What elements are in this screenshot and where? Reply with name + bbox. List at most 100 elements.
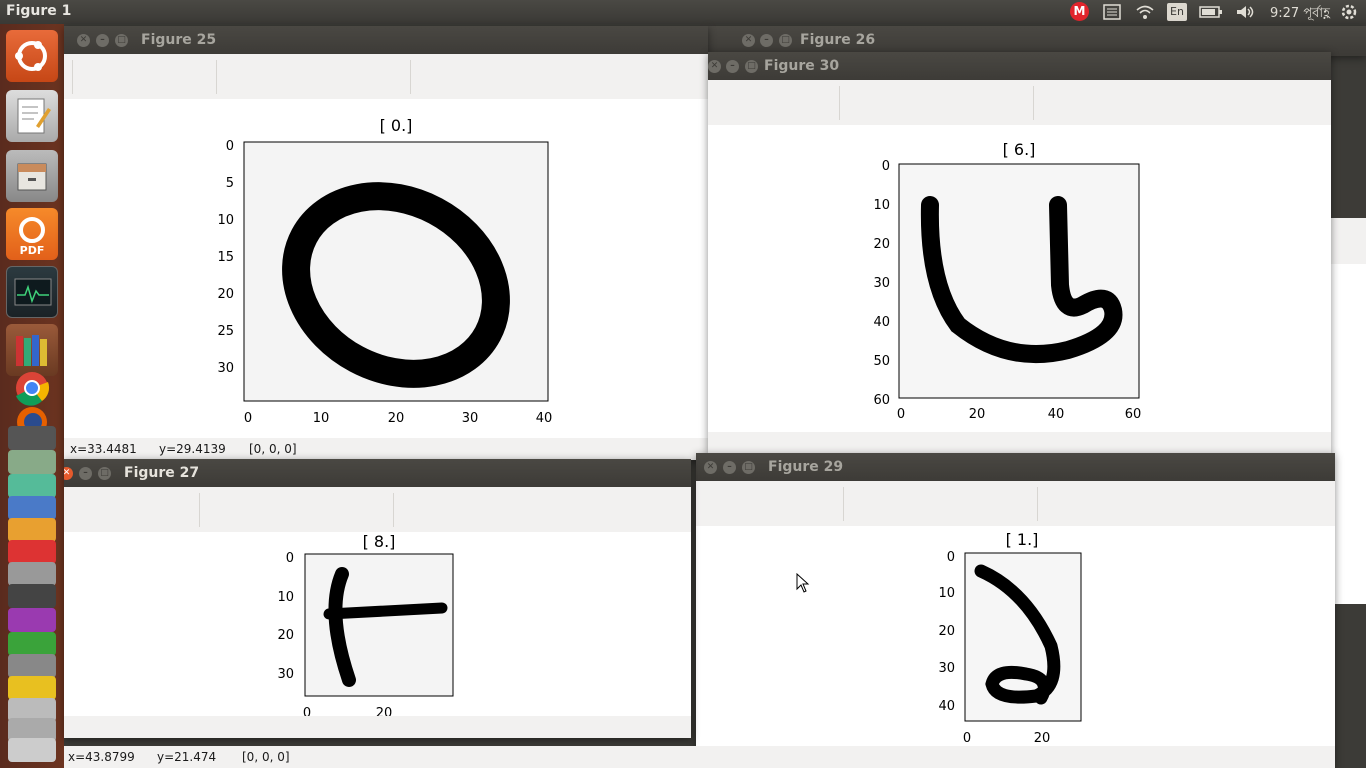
svg-text:40: 40 bbox=[938, 699, 955, 714]
x-axis: 0 20 bbox=[303, 706, 393, 721]
close-icon[interactable]: ✕ bbox=[742, 34, 755, 47]
plot-title: [ 0.] bbox=[380, 116, 413, 135]
svg-text:20: 20 bbox=[873, 237, 890, 252]
svg-text:0: 0 bbox=[947, 550, 955, 565]
svg-text:60: 60 bbox=[1125, 407, 1142, 422]
figure-toolbar bbox=[64, 54, 708, 101]
ubuntu-dash-icon[interactable] bbox=[6, 30, 58, 82]
svg-text:30: 30 bbox=[462, 411, 479, 426]
svg-text:10: 10 bbox=[938, 586, 955, 601]
background-window-toolbar bbox=[1330, 218, 1366, 264]
status-bar bbox=[708, 432, 1331, 454]
pdf-reader-icon[interactable]: PDF bbox=[6, 208, 58, 260]
svg-text:20: 20 bbox=[969, 407, 986, 422]
plot-area[interactable]: [ 8.] 0 20 0 10 20 30 bbox=[64, 532, 691, 721]
chrome-icon[interactable] bbox=[6, 368, 58, 412]
svg-text:20: 20 bbox=[376, 706, 393, 716]
plot-title: [ 6.] bbox=[1003, 140, 1036, 159]
plot-area[interactable]: [ 0.] 0 10 20 30 40 0 5 10 15 20 25 30 bbox=[64, 99, 708, 438]
figure-toolbar bbox=[64, 487, 691, 534]
volume-icon[interactable] bbox=[1235, 3, 1255, 21]
mail-indicator-icon[interactable]: M bbox=[1070, 2, 1089, 21]
window-title: Figure 25 bbox=[141, 32, 217, 48]
text-editor-icon[interactable] bbox=[6, 90, 58, 142]
figure-25-window[interactable]: ✕ – □ Figure 25 [ 0.] 0 10 20 30 40 0 5 … bbox=[64, 26, 708, 460]
minimize-icon[interactable]: – bbox=[723, 461, 736, 474]
close-icon[interactable]: ✕ bbox=[77, 34, 90, 47]
cursor-x: x=43.8799 bbox=[68, 750, 135, 764]
pixel-value: [0, 0, 0] bbox=[242, 750, 290, 764]
plot-title: [ 1.] bbox=[1006, 530, 1039, 549]
window-title: Figure 27 bbox=[124, 465, 200, 481]
svg-text:10: 10 bbox=[277, 590, 294, 605]
minimize-icon[interactable]: – bbox=[760, 34, 773, 47]
y-axis: 0 10 20 30 40 bbox=[938, 550, 955, 714]
svg-text:15: 15 bbox=[217, 250, 234, 265]
figure-30-titlebar[interactable]: ✕ – □ Figure 30 bbox=[708, 52, 1331, 80]
list-icon[interactable] bbox=[1103, 3, 1121, 21]
digit-eight-stroke-a bbox=[328, 567, 356, 687]
close-icon[interactable]: ✕ bbox=[704, 461, 717, 474]
system-monitor-icon[interactable] bbox=[6, 266, 58, 318]
svg-text:25: 25 bbox=[217, 324, 234, 339]
x-axis: 0 10 20 30 40 bbox=[244, 411, 552, 426]
minimize-icon[interactable]: – bbox=[96, 34, 109, 47]
minimize-icon[interactable]: – bbox=[726, 60, 739, 73]
figure-29-titlebar[interactable]: ✕ – □ Figure 29 bbox=[696, 453, 1335, 481]
svg-text:0: 0 bbox=[963, 731, 971, 746]
library-icon[interactable] bbox=[6, 324, 58, 376]
svg-text:60: 60 bbox=[873, 393, 890, 408]
maximize-icon[interactable]: □ bbox=[98, 467, 111, 480]
wifi-icon[interactable] bbox=[1135, 3, 1155, 21]
svg-text:20: 20 bbox=[388, 411, 405, 426]
background-window-plot bbox=[1330, 264, 1366, 604]
svg-text:40: 40 bbox=[536, 411, 553, 426]
svg-text:30: 30 bbox=[938, 661, 955, 676]
close-icon[interactable]: ✕ bbox=[708, 60, 721, 73]
close-icon[interactable]: ✕ bbox=[64, 467, 73, 480]
maximize-icon[interactable]: □ bbox=[779, 34, 792, 47]
svg-text:20: 20 bbox=[277, 628, 294, 643]
y-axis: 0 10 20 30 bbox=[277, 551, 294, 682]
battery-icon[interactable] bbox=[1199, 3, 1223, 21]
plot-area[interactable]: [ 6.] 0 20 40 60 0 10 20 30 40 50 60 bbox=[708, 125, 1331, 432]
background-window-titlebar bbox=[1330, 190, 1366, 218]
plot-area[interactable]: [ 1.] 0 20 0 10 20 30 40 bbox=[696, 526, 1335, 746]
clock[interactable]: 9:27 পূর্বাহ্ণ bbox=[1270, 6, 1330, 21]
power-gear-icon[interactable] bbox=[1339, 3, 1359, 21]
figure-29-window[interactable]: ✕ – □ Figure 29 [ 1.] 0 20 0 10 20 30 40 bbox=[696, 453, 1335, 768]
svg-text:0: 0 bbox=[897, 407, 905, 422]
figure-25-titlebar[interactable]: ✕ – □ Figure 25 bbox=[64, 26, 708, 54]
pixel-value: [0, 0, 0] bbox=[249, 442, 297, 456]
figure-27-window[interactable]: ✕ – □ Figure 27 [ 8.] 0 20 0 10 20 30 bbox=[64, 459, 691, 738]
active-window-title: Figure 1 bbox=[6, 3, 72, 19]
svg-text:30: 30 bbox=[277, 667, 294, 682]
svg-text:10: 10 bbox=[873, 198, 890, 213]
svg-text:20: 20 bbox=[217, 287, 234, 302]
file-manager-icon[interactable] bbox=[6, 150, 58, 202]
maximize-icon[interactable]: □ bbox=[745, 60, 758, 73]
svg-text:0: 0 bbox=[286, 551, 294, 566]
minimize-icon[interactable]: – bbox=[79, 467, 92, 480]
cursor-x: x=33.4481 bbox=[70, 442, 137, 456]
launcher: PDF bbox=[0, 24, 64, 768]
keyboard-layout-indicator[interactable]: En bbox=[1167, 3, 1187, 21]
figure-26-titlebar[interactable]: ✕ – □ Figure 26 bbox=[708, 26, 1366, 54]
maximize-icon[interactable]: □ bbox=[115, 34, 128, 47]
digit-eight-stroke-b bbox=[323, 602, 448, 620]
svg-text:20: 20 bbox=[938, 624, 955, 639]
svg-text:PDF: PDF bbox=[20, 244, 45, 257]
status-bar: x=33.4481 y=29.4139 [0, 0, 0] bbox=[64, 438, 708, 460]
svg-text:40: 40 bbox=[873, 315, 890, 330]
maximize-icon[interactable]: □ bbox=[742, 461, 755, 474]
plot-title: [ 8.] bbox=[363, 532, 396, 551]
svg-text:0: 0 bbox=[303, 706, 311, 716]
cursor-y: y=29.4139 bbox=[159, 442, 226, 456]
svg-text:30: 30 bbox=[873, 276, 890, 291]
figure-30-window[interactable]: ✕ – □ Figure 30 [ 6.] 0 20 40 60 0 10 20… bbox=[708, 52, 1331, 454]
figure-26-window[interactable]: ✕ – □ Figure 26 bbox=[708, 26, 1366, 56]
svg-text:0: 0 bbox=[882, 159, 890, 174]
svg-text:0: 0 bbox=[226, 139, 234, 154]
figure-27-titlebar[interactable]: ✕ – □ Figure 27 bbox=[64, 459, 691, 487]
x-axis: 0 20 40 60 bbox=[897, 407, 1141, 422]
